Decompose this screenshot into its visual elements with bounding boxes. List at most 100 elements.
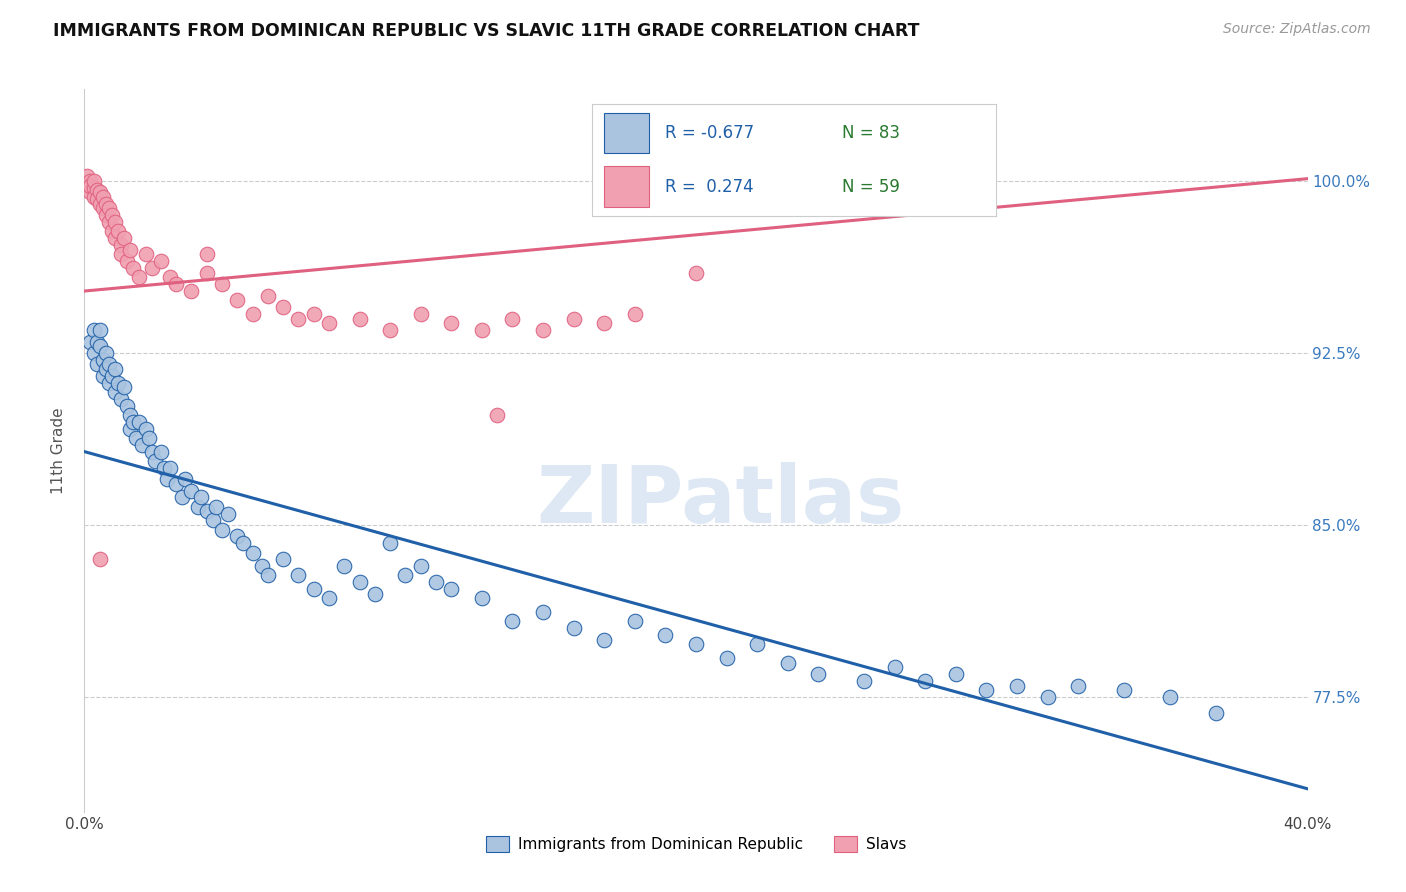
Point (91, 368, 114, 383)
Point (349, 311, 371, 326)
Point (112, 231, 135, 245)
Text: ZIPatlas: ZIPatlas (536, 462, 904, 540)
Point (195, 247, 218, 261)
Point (83, 181, 105, 195)
Point (883, 660, 905, 674)
Point (94, 346, 117, 360)
Legend: Immigrants from Dominican Republic, Slavs: Immigrants from Dominican Republic, Slav… (479, 830, 912, 858)
Point (593, 316, 616, 330)
Point (94, 197, 117, 211)
Point (79, 174, 101, 188)
Point (97, 376, 120, 390)
Point (440, 582, 463, 597)
Point (242, 545, 264, 559)
Point (624, 307, 647, 321)
Point (156, 472, 179, 486)
Point (89, 552, 111, 566)
Point (79, 186, 101, 200)
Point (287, 568, 309, 582)
Point (205, 500, 228, 514)
Point (271, 300, 294, 314)
Point (685, 266, 707, 280)
Point (364, 587, 387, 601)
Point (302, 307, 325, 321)
Point (242, 307, 264, 321)
Point (654, 628, 676, 642)
Point (86, 183, 108, 197)
Point (562, 621, 585, 635)
Point (135, 247, 157, 261)
Point (94, 362, 117, 376)
Point (425, 575, 447, 590)
Point (86, 192, 108, 206)
Point (257, 568, 280, 582)
Point (807, 667, 830, 681)
Point (318, 591, 340, 606)
Point (165, 476, 187, 491)
Point (97, 358, 120, 372)
Point (349, 575, 371, 590)
Point (271, 552, 294, 566)
Point (394, 568, 416, 582)
Point (97, 202, 120, 216)
Point (110, 392, 132, 406)
Point (747, 637, 769, 651)
Point (120, 243, 142, 257)
Point (380, 323, 402, 337)
Point (471, 323, 494, 337)
Point (107, 224, 129, 238)
Y-axis label: 11th Grade: 11th Grade (51, 407, 66, 494)
Point (91, 190, 114, 204)
Point (562, 311, 585, 326)
Point (211, 523, 233, 537)
Point (945, 667, 967, 681)
Point (115, 399, 138, 413)
Point (257, 288, 280, 302)
Point (120, 408, 142, 422)
Point (104, 384, 127, 399)
Point (502, 615, 524, 629)
Point (91, 352, 114, 367)
Text: IMMIGRANTS FROM DOMINICAN REPUBLIC VS SLAVIC 11TH GRADE CORRELATION CHART: IMMIGRANTS FROM DOMINICAN REPUBLIC VS SL… (53, 22, 920, 40)
Point (76, 178, 98, 193)
Point (86, 358, 108, 372)
Point (409, 559, 432, 574)
Point (89, 339, 111, 353)
Point (159, 460, 181, 475)
Point (333, 559, 356, 574)
Point (318, 316, 340, 330)
Point (122, 261, 145, 276)
Point (115, 254, 138, 268)
Point (86, 334, 108, 349)
Point (593, 632, 616, 647)
Point (531, 323, 554, 337)
Point (226, 293, 249, 308)
Point (776, 656, 799, 670)
Point (165, 277, 187, 292)
Point (128, 415, 150, 429)
Point (976, 683, 998, 698)
Point (195, 266, 218, 280)
Point (211, 277, 233, 292)
Point (122, 415, 145, 429)
Point (232, 536, 254, 550)
Point (180, 284, 202, 298)
Point (101, 368, 124, 383)
Point (1114, 683, 1136, 698)
Point (149, 444, 172, 458)
Point (110, 238, 132, 252)
Point (159, 270, 181, 285)
Point (471, 591, 494, 606)
Point (104, 215, 127, 229)
Point (172, 491, 194, 505)
Point (94, 208, 117, 222)
Point (217, 507, 239, 521)
Point (624, 615, 647, 629)
Point (110, 247, 132, 261)
Point (502, 311, 524, 326)
Point (89, 323, 111, 337)
Point (1205, 706, 1227, 720)
Point (440, 316, 463, 330)
Point (226, 529, 249, 543)
Point (125, 431, 148, 445)
